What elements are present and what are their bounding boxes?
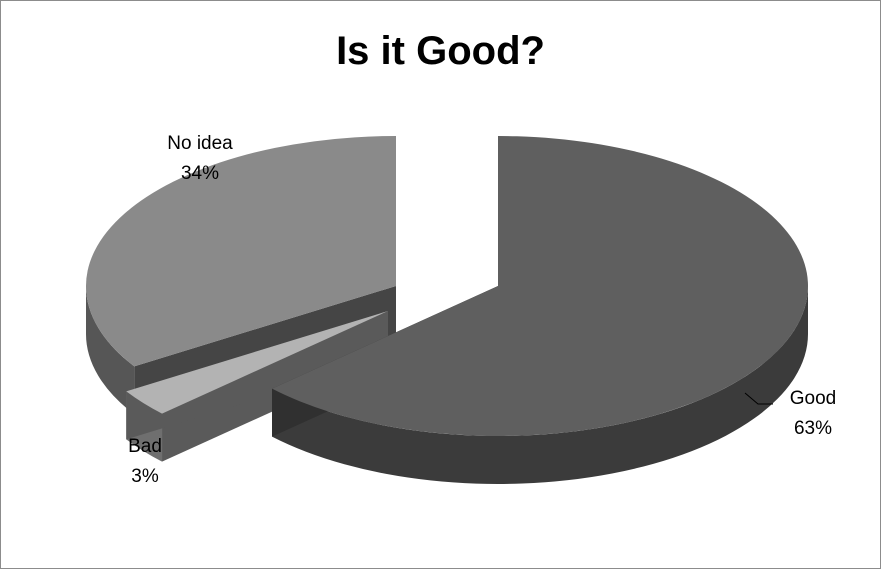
chart-title: Is it Good? [336, 29, 545, 73]
pie-labels: Good 63% Bad 3% No idea 34% [128, 133, 836, 487]
pie-slice-bad [126, 311, 388, 414]
pie-side-good [272, 286, 808, 484]
slice-value-good: 63% [794, 418, 832, 439]
slice-value-no-idea: 34% [181, 163, 219, 184]
pie-slice-good [272, 136, 808, 436]
slice-name-bad: Bad [128, 436, 162, 457]
pie-cut-bad-1 [126, 311, 388, 440]
slice-value-bad: 3% [131, 466, 159, 487]
pie-slice-no-idea [86, 136, 397, 367]
slice-name-good: Good [790, 388, 836, 409]
leader-line-good [744, 392, 773, 405]
slice-name-no-idea: No idea [167, 133, 233, 154]
pie-tops [86, 136, 808, 436]
pie-side-no-idea [86, 286, 135, 415]
